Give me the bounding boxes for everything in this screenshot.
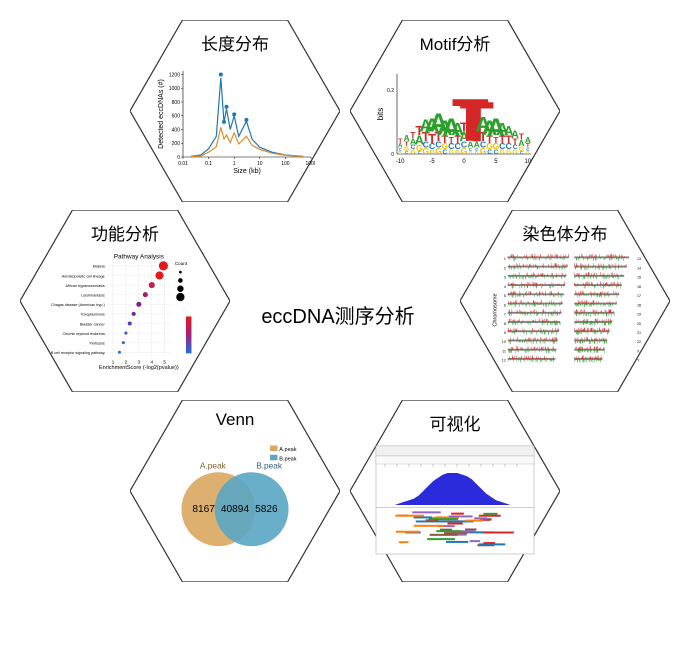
svg-text:B.peak: B.peak bbox=[256, 461, 283, 471]
svg-text:-5: -5 bbox=[429, 159, 435, 165]
svg-text:3: 3 bbox=[138, 360, 141, 365]
svg-text:Chronic myeloid leukemia: Chronic myeloid leukemia bbox=[62, 332, 105, 336]
svg-text:200: 200 bbox=[172, 141, 181, 147]
svg-text:Pertussis: Pertussis bbox=[90, 342, 105, 346]
hex-motif-analysis: Motif分析00.2-10-50510bitsGCATCGTAGCATCGAT… bbox=[350, 20, 560, 202]
svg-text:7: 7 bbox=[504, 313, 506, 317]
svg-text:10: 10 bbox=[502, 340, 506, 344]
svg-text:10: 10 bbox=[257, 161, 263, 167]
svg-text:X: X bbox=[637, 349, 640, 353]
svg-text:0: 0 bbox=[177, 155, 180, 161]
hex-length-distribution: 长度分布 0.01 0.1 1 10 100 1000 0 200 400 600 800 1000 12… bbox=[130, 20, 340, 202]
hex-title: 染色体分布 bbox=[460, 220, 670, 245]
hex-chart: 00.2-10-50510bitsGCATCGTAGCATCGATGCTAGCT… bbox=[375, 60, 535, 180]
svg-text:EnrichmentScore (-log2(pvalue): EnrichmentScore (-log2(pvalue)) bbox=[99, 365, 179, 370]
svg-text:Toxoplasmosis: Toxoplasmosis bbox=[81, 313, 105, 317]
hex-chart bbox=[375, 440, 535, 560]
svg-text:Pathway Analysis: Pathway Analysis bbox=[114, 253, 164, 260]
svg-text:A.peak: A.peak bbox=[200, 461, 227, 471]
svg-text:Hematopoietic cell lineage: Hematopoietic cell lineage bbox=[62, 274, 105, 278]
svg-text:12: 12 bbox=[502, 359, 506, 363]
svg-text:15: 15 bbox=[637, 276, 641, 280]
svg-text:1200: 1200 bbox=[169, 72, 180, 78]
svg-text:10: 10 bbox=[524, 159, 531, 165]
svg-text:9: 9 bbox=[504, 331, 506, 335]
hex-title: 长度分布 bbox=[130, 30, 340, 55]
svg-text:1: 1 bbox=[504, 257, 506, 261]
svg-text:bits: bits bbox=[376, 108, 385, 120]
svg-text:0.2: 0.2 bbox=[387, 88, 394, 94]
svg-text:0.1: 0.1 bbox=[205, 161, 212, 167]
svg-text:800: 800 bbox=[172, 100, 181, 106]
hex-title: 功能分析 bbox=[20, 220, 230, 245]
svg-text:Malaria: Malaria bbox=[93, 265, 106, 269]
svg-text:0: 0 bbox=[462, 159, 466, 165]
svg-text:14: 14 bbox=[637, 266, 641, 270]
svg-text:18: 18 bbox=[637, 303, 641, 307]
hex-venn: VennA.peakB.peakA.peakB.peak816740894582… bbox=[130, 400, 340, 582]
svg-text:600: 600 bbox=[172, 114, 181, 120]
hex-chart: Pathway Analysis 1 2 3 4 5 Malaria Hematopoieti… bbox=[45, 250, 205, 370]
svg-text:African trypanosomiasis: African trypanosomiasis bbox=[66, 284, 105, 288]
hex-title: Motif分析 bbox=[350, 30, 560, 55]
svg-text:-10: -10 bbox=[396, 159, 405, 165]
hex-title: 可视化 bbox=[350, 410, 560, 435]
svg-text:1: 1 bbox=[112, 360, 115, 365]
svg-text:Chromosome: Chromosome bbox=[493, 293, 499, 326]
svg-text:5: 5 bbox=[494, 159, 498, 165]
svg-text:2: 2 bbox=[504, 266, 506, 270]
svg-text:21: 21 bbox=[637, 331, 641, 335]
center-title: eccDNA测序分析 bbox=[238, 300, 438, 329]
svg-text:100: 100 bbox=[281, 161, 290, 167]
svg-text:16: 16 bbox=[637, 285, 641, 289]
svg-text:19: 19 bbox=[637, 313, 641, 317]
svg-text:A: A bbox=[525, 135, 531, 145]
svg-text:Y: Y bbox=[637, 359, 640, 363]
svg-text:4: 4 bbox=[150, 360, 153, 365]
svg-text:13: 13 bbox=[637, 257, 641, 261]
hex-chart: A.peakB.peakA.peakB.peak8167408945826 bbox=[155, 440, 315, 560]
svg-text:20: 20 bbox=[637, 322, 641, 326]
svg-text:17: 17 bbox=[637, 294, 641, 298]
svg-text:8: 8 bbox=[504, 322, 506, 326]
svg-text:3: 3 bbox=[504, 276, 506, 280]
hex-title: Venn bbox=[130, 410, 340, 430]
svg-text:1000: 1000 bbox=[305, 161, 315, 167]
svg-text:Size (kb): Size (kb) bbox=[233, 168, 261, 175]
hex-chromosome-dist: 染色体分布 Chromosome 1 13 2 14 3 15 4 16 5 17 6 18 7 19 8 20 9… bbox=[460, 210, 670, 392]
svg-text:0: 0 bbox=[391, 152, 394, 158]
svg-text:1: 1 bbox=[233, 161, 236, 167]
hex-chart: Chromosome 1 13 2 14 3 15 4 16 5 17 6 18 7 19 8 20 9 21 10 2… bbox=[485, 250, 645, 370]
svg-text:5: 5 bbox=[504, 294, 506, 298]
hex-chart: 0.01 0.1 1 10 100 1000 0 200 400 600 800 1000 1200 Si… bbox=[155, 60, 315, 180]
svg-text:Detected eccDNAs (#): Detected eccDNAs (#) bbox=[158, 79, 165, 149]
svg-text:6: 6 bbox=[504, 303, 506, 307]
svg-text:40894: 40894 bbox=[221, 504, 250, 515]
svg-text:400: 400 bbox=[172, 127, 181, 133]
svg-text:22: 22 bbox=[637, 340, 641, 344]
svg-text:Leishmaniasis: Leishmaniasis bbox=[81, 294, 105, 298]
hex-visualization: 可视化 bbox=[350, 400, 560, 582]
svg-text:T: T bbox=[398, 138, 402, 145]
svg-text:5: 5 bbox=[163, 360, 166, 365]
svg-text:1000: 1000 bbox=[169, 86, 180, 92]
svg-text:11: 11 bbox=[502, 349, 506, 353]
hex-functional-analysis: 功能分析 Pathway Analysis 1 2 3 4 5 Malaria Hematopo… bbox=[20, 210, 230, 392]
svg-text:5826: 5826 bbox=[255, 504, 278, 515]
svg-text:0.01: 0.01 bbox=[178, 161, 188, 167]
svg-text:Bladder cancer: Bladder cancer bbox=[80, 322, 106, 326]
svg-text:Count: Count bbox=[175, 261, 188, 266]
svg-text:Chagas disease (American tryp.: Chagas disease (American tryp.) bbox=[51, 303, 105, 307]
svg-text:2: 2 bbox=[125, 360, 128, 365]
svg-text:A.peak: A.peak bbox=[279, 447, 296, 453]
svg-text:8167: 8167 bbox=[192, 504, 215, 515]
svg-text:B cell receptor signaling path: B cell receptor signaling pathway bbox=[51, 351, 105, 355]
svg-text:4: 4 bbox=[504, 285, 506, 289]
svg-text:A: A bbox=[403, 133, 409, 143]
